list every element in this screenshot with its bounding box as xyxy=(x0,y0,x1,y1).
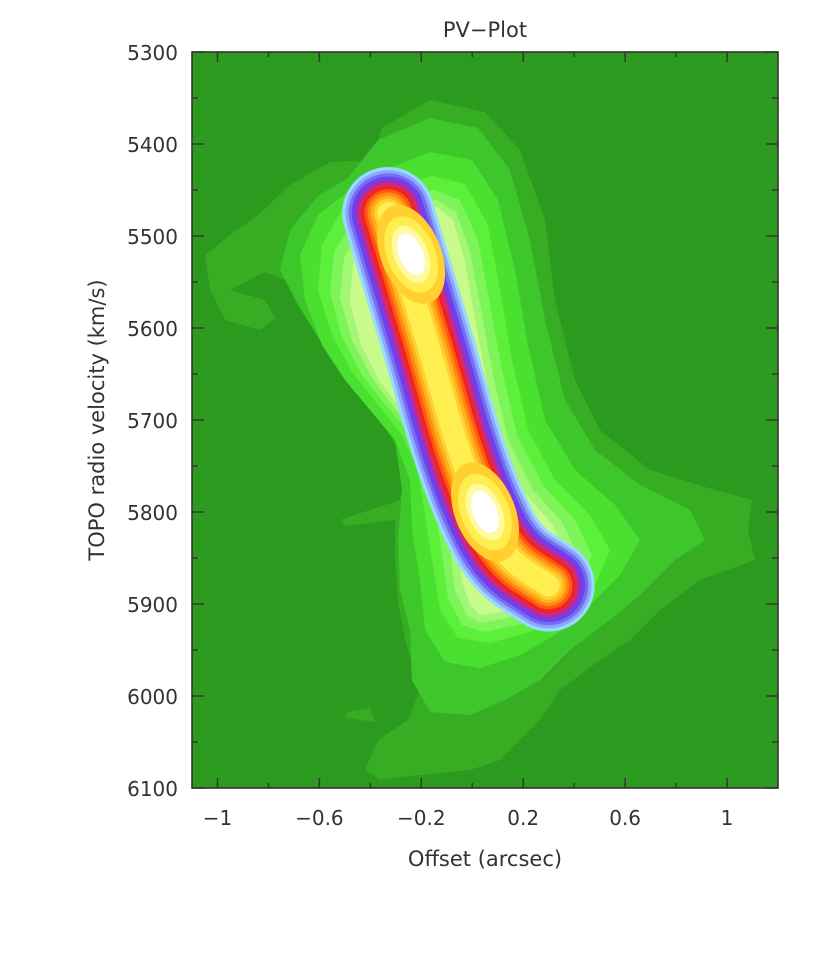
contour-layer xyxy=(205,100,755,780)
x-tick-label: 0.2 xyxy=(507,806,539,830)
peak-1-level-d xyxy=(397,233,425,276)
chart-title: PV−Plot xyxy=(443,18,527,42)
y-tick-label: 5400 xyxy=(127,133,178,157)
x-tick-label: −0.6 xyxy=(295,806,344,830)
peak-2-level-d xyxy=(471,491,499,533)
y-tick-label: 5900 xyxy=(127,593,178,617)
y-axis-label: TOPO radio velocity (km/s) xyxy=(85,279,109,561)
y-tick-label: 5800 xyxy=(127,501,178,525)
y-tick-label: 6000 xyxy=(127,685,178,709)
y-tick-label: 5300 xyxy=(127,41,178,65)
y-tick-label: 5600 xyxy=(127,317,178,341)
y-tick-label: 5700 xyxy=(127,409,178,433)
x-tick-label: 1 xyxy=(721,806,734,830)
x-tick-label: 0.6 xyxy=(609,806,641,830)
x-tick-label: −1 xyxy=(203,806,232,830)
x-tick-label: −0.2 xyxy=(397,806,446,830)
y-tick-label: 5500 xyxy=(127,225,178,249)
y-tick-label: 6100 xyxy=(127,777,178,801)
tick-layer: −1 −0.6 −0.2 0.2 0.6 1 5300 5400 5500 5600 5700 580… xyxy=(127,41,778,830)
x-axis-label: Offset (arcsec) xyxy=(408,847,562,871)
contour-island xyxy=(345,708,375,722)
